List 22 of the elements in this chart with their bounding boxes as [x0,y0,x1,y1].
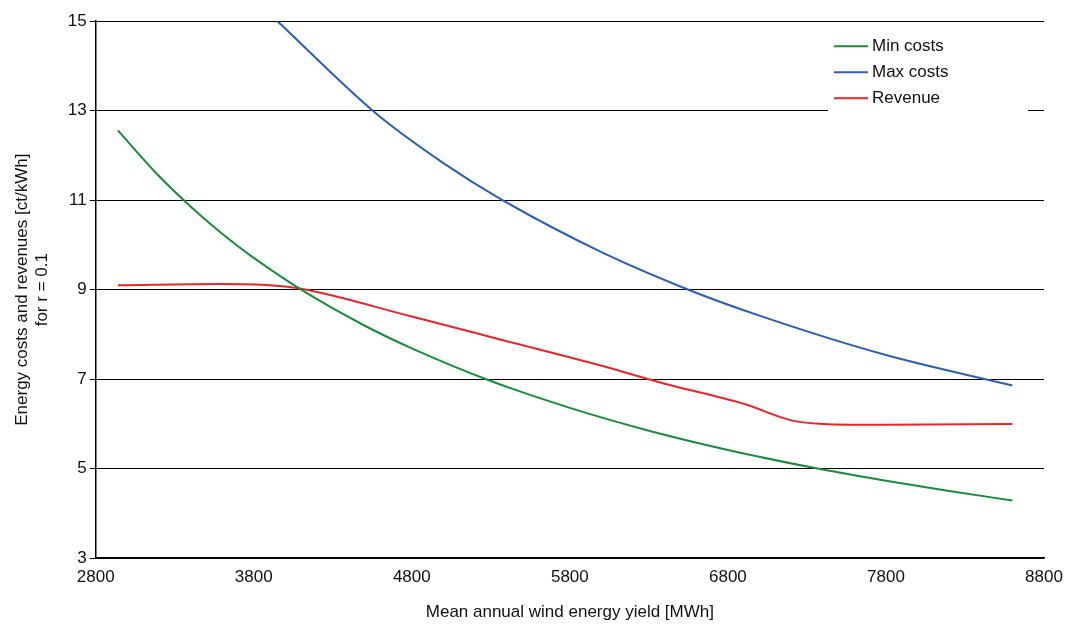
y-tick-label: 9 [77,279,87,299]
y-tick-label: 13 [67,100,87,120]
x-tick-label: 6800 [708,567,747,587]
x-tick-label: 4800 [392,567,431,587]
y-axis-title: Energy costs and revenues [ct/kWh] for r = 0.1 [11,153,52,426]
x-axis-title: Mean annual wind energy yield [MWh] [425,602,714,622]
x-tick-label: 8800 [1025,567,1063,587]
line-series [276,21,1014,387]
x-tick-label: 5800 [550,567,589,587]
x-tick-label: 3800 [234,567,273,587]
y-tick-label: 5 [77,458,87,478]
legend-label: Revenue [872,87,941,107]
legend-label: Min costs [872,35,944,55]
y-tick-label: 11 [69,189,87,209]
y-tick-label: 7 [77,368,87,388]
legend-label: Max costs [872,61,949,81]
line-series [116,282,1014,426]
x-tick-label: 7800 [867,567,905,587]
y-tick-label: 15 [67,10,87,30]
y-tick-label: 3 [77,547,87,567]
x-tick-label: 2800 [76,567,115,587]
line-series [116,129,1014,502]
